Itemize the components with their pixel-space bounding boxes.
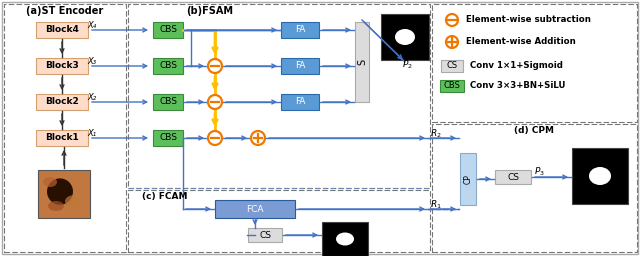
Text: $R_2$: $R_2$ [430,128,442,140]
Bar [460,153,476,205]
Bar [36,94,88,110]
Text: Block4: Block4 [45,26,79,35]
Text: X₁: X₁ [88,129,97,137]
Bar [572,148,628,204]
Circle shape [446,14,458,26]
Text: FA: FA [295,61,305,70]
Circle shape [208,59,222,73]
Text: Element-wise Addition: Element-wise Addition [466,37,576,47]
Bar [153,130,183,146]
Bar [153,22,183,38]
Text: $P_3$: $P_3$ [534,166,545,178]
Bar [36,22,88,38]
Bar [432,4,637,122]
Text: $P_1$: $P_1$ [335,255,346,256]
Bar [281,58,319,74]
Circle shape [208,95,222,109]
Ellipse shape [43,177,57,187]
Bar [440,80,464,92]
Text: (a)ST Encoder: (a)ST Encoder [26,6,104,16]
Text: CP: CP [463,174,472,184]
Ellipse shape [589,167,611,185]
Bar [153,94,183,110]
Ellipse shape [65,195,83,207]
Text: $P_2$: $P_2$ [401,59,412,71]
Bar [441,60,463,72]
Text: CBS: CBS [159,133,177,143]
Bar [38,170,90,218]
Text: CBS: CBS [159,98,177,106]
Bar [128,190,430,252]
Circle shape [446,36,458,48]
Text: Conv 1×1+Sigmoid: Conv 1×1+Sigmoid [470,61,563,70]
Text: CBS: CBS [159,26,177,35]
Bar [355,22,369,102]
Text: FA: FA [295,26,305,35]
Bar [4,4,126,252]
Ellipse shape [395,29,415,45]
Ellipse shape [336,232,354,246]
Text: Conv 3×3+BN+SiLU: Conv 3×3+BN+SiLU [470,81,565,91]
Text: $R_1$: $R_1$ [430,199,442,211]
Text: (b)FSAM: (b)FSAM [186,6,234,16]
Text: Element-wise subtraction: Element-wise subtraction [466,16,591,25]
Ellipse shape [47,178,73,205]
Bar [36,130,88,146]
Bar [128,4,430,188]
Text: CBS: CBS [159,61,177,70]
Text: (c) FCAM: (c) FCAM [142,191,188,200]
Text: Block1: Block1 [45,133,79,143]
Ellipse shape [48,201,64,211]
Bar [153,58,183,74]
Bar [36,58,88,74]
Text: (d) CPM: (d) CPM [514,126,554,135]
Bar [248,228,282,242]
Text: Block2: Block2 [45,98,79,106]
Text: X₄: X₄ [88,20,97,29]
Circle shape [251,131,265,145]
Text: CBS: CBS [444,81,460,91]
Text: CS: CS [447,61,458,70]
Text: S: S [357,59,367,65]
Bar [281,94,319,110]
Text: FA: FA [295,98,305,106]
Text: CS: CS [259,230,271,240]
Text: Block3: Block3 [45,61,79,70]
Text: CS: CS [507,173,519,182]
Bar [322,222,368,256]
Bar [432,124,637,252]
Circle shape [208,131,222,145]
Text: X₃: X₃ [88,57,97,66]
Bar [215,200,295,218]
Bar [495,170,531,184]
Text: X₂: X₂ [88,92,97,101]
Bar [281,22,319,38]
Text: FCA: FCA [246,205,264,214]
Bar [381,14,429,60]
